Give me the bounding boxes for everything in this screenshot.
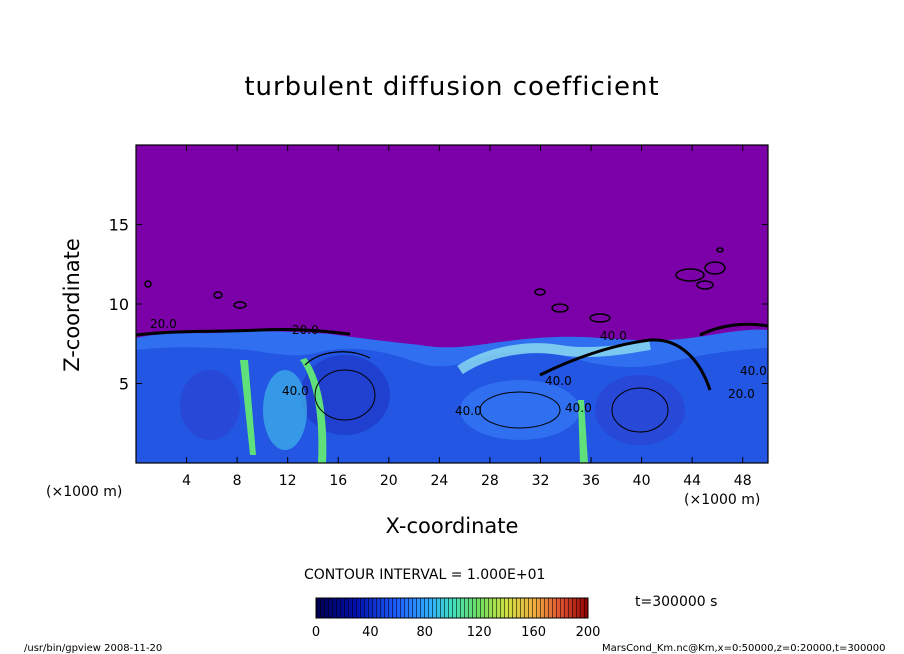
colorbar-tick-label: 40 (362, 625, 379, 640)
y-unit-label: (×1000 m) (46, 484, 123, 500)
x-tick-label: 36 (582, 473, 600, 489)
y-axis-ticks: 5 10 15 (109, 216, 768, 394)
footer-right: MarsCond_Km.nc@Km,x=0:50000,z=0:20000,t=… (602, 643, 886, 654)
x-tick-label: 40 (633, 473, 651, 489)
x-tick-label: 4 (182, 473, 191, 489)
x-axis-label: X-coordinate (385, 514, 519, 538)
x-tick-label: 28 (481, 473, 499, 489)
x-tick-label: 20 (380, 473, 398, 489)
colorbar-tick-label: 120 (467, 625, 492, 640)
contour-top-right (699, 322, 768, 337)
colorbar-stripes (316, 598, 588, 618)
contour-labels: 20.0 20.0 40.0 40.0 40.0 40.0 20.0 40.0 40.0 (150, 317, 767, 418)
y-tick-label: 5 (119, 375, 129, 394)
contour-label: 40.0 (740, 364, 767, 378)
contour-ridge (539, 338, 712, 391)
contour-label: 40.0 (545, 374, 572, 388)
contour-interval-label: CONTOUR INTERVAL = 1.000E+01 (304, 567, 546, 583)
x-axis-ticks: 4 8 12 16 20 24 28 32 36 40 44 48 (182, 145, 752, 489)
green-plume-2 (300, 358, 327, 463)
x-tick-label: 12 (279, 473, 297, 489)
footer-left: /usr/bin/gpview 2008-11-20 (24, 643, 163, 654)
cyan-band-1 (457, 340, 651, 375)
contour-label: 20.0 (150, 317, 177, 331)
time-label: t=300000 s (635, 594, 718, 610)
green-plume-3 (578, 400, 588, 463)
colorbar-tick-label: 80 (417, 625, 434, 640)
eddy-1 (300, 355, 390, 435)
x-tick-label: 16 (329, 473, 347, 489)
y-tick-label: 15 (109, 216, 129, 235)
green-plume-1 (240, 360, 256, 455)
x-unit-label: (×1000 m) (684, 492, 761, 508)
contour-label: 40.0 (282, 384, 309, 398)
contour-label: 40.0 (455, 404, 482, 418)
contour-label: 40.0 (565, 401, 592, 415)
contour-label: 20.0 (728, 387, 755, 401)
colorbar-tick-label: 0 (312, 625, 320, 640)
x-tick-label: 48 (734, 473, 752, 489)
colorbar-tick-label: 200 (576, 625, 601, 640)
x-tick-label: 32 (532, 473, 550, 489)
eddy-3 (180, 370, 240, 440)
heatmap-field (136, 145, 768, 463)
contour-label: 20.0 (292, 323, 319, 337)
eddy-4 (460, 380, 580, 440)
contour-top-left (136, 327, 351, 337)
x-tick-label: 24 (430, 473, 448, 489)
x-tick-label: 8 (233, 473, 242, 489)
y-axis-label: Z-coordinate (60, 238, 84, 372)
x-tick-label: 44 (683, 473, 701, 489)
colorbar-ticks: 0 40 80 120 160 200 (312, 625, 601, 640)
y-tick-label: 10 (109, 295, 129, 314)
eddy-5 (595, 375, 685, 445)
colorbar-tick-label: 160 (521, 625, 546, 640)
eddy-2 (263, 370, 307, 450)
colorbar-frame (315, 597, 589, 619)
contour-label: 40.0 (600, 329, 627, 343)
chart-title: turbulent diffusion coefficient (244, 72, 660, 102)
